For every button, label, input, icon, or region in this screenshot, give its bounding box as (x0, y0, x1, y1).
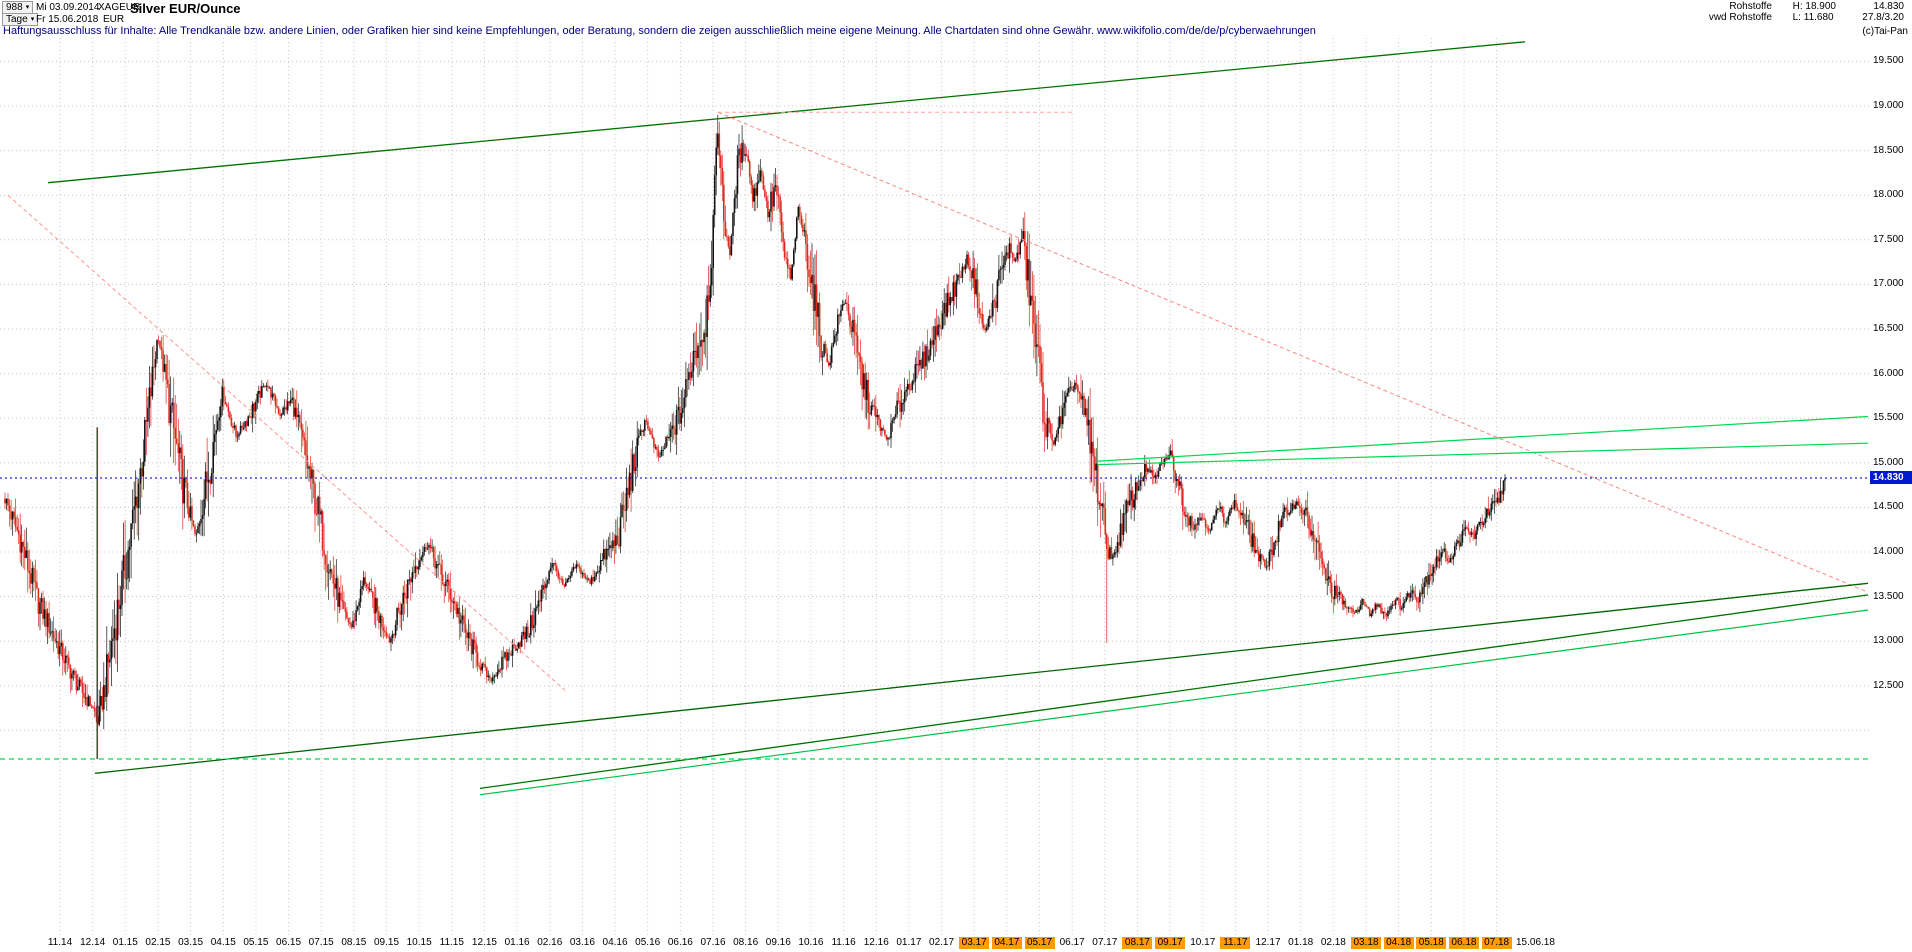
price-info: 14.830 27.8/3.20 (1862, 1, 1904, 23)
candlestick-chart[interactable] (0, 38, 1870, 936)
x-axis-label: 02.18 (1320, 937, 1346, 948)
x-axis-label-highlighted: 09.17 (1155, 937, 1186, 949)
x-axis-label: 01.17 (896, 937, 922, 948)
x-axis-label-highlighted: 04.17 (991, 937, 1022, 949)
y-axis-label: 12.500 (1873, 679, 1904, 691)
x-axis-label-highlighted: 04.18 (1383, 937, 1414, 949)
y-axis-label: 18.500 (1873, 144, 1904, 156)
toolbar: 988 ▾ Tage ▾ Mi 03.09.2014 Fr 15.06.2018… (0, 0, 1912, 26)
x-axis-label: 11.15 (439, 937, 464, 948)
x-axis-label-highlighted: 08.17 (1122, 937, 1153, 949)
y-axis-label: 18.000 (1873, 189, 1904, 201)
x-axis-label: 09.15 (373, 937, 400, 948)
disclaimer-text: Haftungsausschluss für Inhalte: Alle Tre… (3, 25, 1316, 37)
change-info: 27.8/3.20 (1862, 12, 1904, 23)
y-axis-label: 13.000 (1873, 635, 1904, 647)
x-axis-label-highlighted: 03.18 (1351, 937, 1381, 949)
x-axis-label: 12.16 (863, 937, 889, 948)
y-axis-label: 13.500 (1873, 590, 1904, 602)
support-fan-upper-line (1097, 415, 1869, 462)
x-axis-label-highlighted: 07.18 (1481, 937, 1512, 949)
x-axis-label-highlighted: 05.18 (1416, 937, 1447, 949)
x-axis-label: 01.18 (1288, 937, 1314, 948)
currency-label: EUR (103, 14, 125, 25)
x-axis-label: 11.14 (47, 937, 73, 948)
y-axis-label: 16.000 (1873, 367, 1904, 379)
period-low-label: L: 11.680 (1792, 12, 1834, 23)
x-axis-label: 04.16 (602, 937, 628, 948)
x-axis-end-date-label: 15.06.18 (1516, 937, 1555, 948)
feed-name: Rohstoffe (1729, 1, 1772, 12)
last-price-value: 14.830 (1873, 1, 1904, 12)
lower-channel-trendline-1 (94, 582, 1869, 774)
feed-provider: vwd Rohstoffe (1708, 12, 1772, 23)
symbol-field[interactable]: XAGEUR (98, 2, 141, 13)
descending-trendline-2015 (7, 194, 566, 691)
x-axis-label: 06.16 (667, 937, 693, 948)
y-axis-label: 19.500 (1873, 55, 1904, 67)
descending-trendline-main (717, 111, 1869, 593)
lower-channel-trendline-2 (479, 594, 1869, 790)
x-axis-label: 08.15 (341, 937, 367, 948)
chart-title: Silver EUR/Ounce (130, 1, 241, 16)
x-axis-label: 12.15 (471, 937, 497, 948)
end-date-field[interactable]: Fr 15.06.2018 (36, 14, 99, 25)
high-low-info: H: 18.900 L: 11.680 (1793, 1, 1836, 23)
x-axis-label: 06.15 (276, 937, 302, 948)
feed-info: Rohstoffe vwd Rohstoffe (1709, 1, 1772, 23)
x-axis-label-highlighted: 03.17 (959, 937, 990, 949)
x-axis-label: 09.16 (765, 937, 791, 948)
x-axis-label: 05.15 (243, 937, 269, 948)
x-axis: 11.14 12.14 01.15 02.15 03.15 04.15 05.15 06.15… (0, 936, 1912, 952)
x-axis-label-highlighted: 06.18 (1448, 937, 1479, 949)
period-high-label: H: 18.900 (1792, 1, 1836, 12)
y-axis-label: 15.000 (1873, 456, 1904, 468)
y-axis-label: 15.500 (1873, 412, 1904, 424)
y-axis-label: 19.000 (1873, 100, 1904, 112)
chevron-down-icon: ▾ (30, 16, 35, 23)
x-axis-label: 01.15 (112, 937, 138, 948)
x-axis-label: 04.15 (210, 937, 236, 948)
x-axis-label-highlighted: 05.17 (1024, 937, 1055, 949)
x-axis-label: 03.16 (569, 937, 595, 948)
start-date-field[interactable]: Mi 03.09.2014 (36, 2, 100, 13)
copyright-label: (c)Tai-Pan (1862, 26, 1908, 37)
x-axis-label: 07.17 (1092, 937, 1118, 948)
y-axis: 14.830 19.500 19.000 18.500 18.000 17.500 17.… (1870, 38, 1912, 936)
last-price-tag: 14.830 (1870, 471, 1912, 484)
x-axis-label: 12.17 (1255, 937, 1281, 948)
y-axis-label: 14.500 (1873, 501, 1904, 513)
x-axis-label: 06.17 (1059, 937, 1085, 948)
y-axis-label: 17.500 (1873, 233, 1904, 245)
x-axis-label: 10.16 (798, 937, 824, 948)
y-axis-label: 17.000 (1873, 278, 1904, 290)
chevron-down-icon: ▾ (25, 4, 30, 11)
x-axis-label: 07.16 (700, 937, 726, 948)
x-axis-label: 02.15 (145, 937, 171, 948)
y-axis-label: 14.000 (1873, 546, 1904, 558)
period-value: Tage (6, 14, 28, 25)
x-axis-label: 02.16 (537, 937, 563, 948)
x-axis-label-highlighted: 11.17 (1220, 937, 1251, 949)
lower-support-trendline (479, 609, 1869, 796)
x-axis-label: 10.15 (406, 937, 432, 948)
support-fan-lower-line (1097, 442, 1869, 466)
x-axis-label: 03.15 (178, 937, 204, 948)
x-axis-label: 10.17 (1190, 937, 1216, 948)
period-dropdown[interactable]: Tage ▾ (2, 13, 39, 26)
x-axis-label: 02.17 (929, 937, 955, 948)
y-axis-label: 16.500 (1873, 323, 1904, 335)
bars-count-value: 988 (6, 2, 23, 13)
x-axis-label: 11.16 (831, 937, 856, 948)
x-axis-label: 05.16 (635, 937, 661, 948)
x-axis-label: 01.16 (504, 937, 530, 948)
x-axis-label: 12.14 (80, 937, 106, 948)
upper-channel-trendline (47, 41, 1526, 184)
x-axis-label: 08.16 (733, 937, 759, 948)
x-axis-label: 07.15 (308, 937, 334, 948)
